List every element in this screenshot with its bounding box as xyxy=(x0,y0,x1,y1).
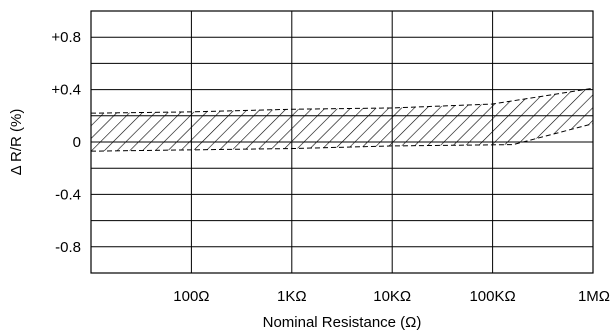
band-fill xyxy=(91,88,593,152)
y-tick-label-0: +0.8 xyxy=(51,29,81,46)
y-tick-labels: +0.8 +0.4 0 -0.4 -0.8 xyxy=(51,29,81,256)
x-tick-label-4: 1MΩ xyxy=(578,288,610,305)
band-lower-limit xyxy=(90,123,594,152)
y-tick-label-4: -0.8 xyxy=(55,239,81,256)
y-tick-label-3: -0.4 xyxy=(55,186,81,203)
x-tick-label-3: 100KΩ xyxy=(469,288,515,305)
x-tick-label-1: 1KΩ xyxy=(277,288,307,305)
band-upper-limit xyxy=(90,87,594,114)
tolerance-band xyxy=(90,87,594,152)
plot-frame xyxy=(90,10,594,274)
y-tick-label-1: +0.4 xyxy=(51,82,81,99)
x-tick-label-0: 100Ω xyxy=(173,288,209,305)
y-axis-title: Δ R/R (%) xyxy=(8,109,25,176)
x-axis-title: Nominal Resistance (Ω) xyxy=(263,314,422,331)
y-tick-label-2: 0 xyxy=(73,134,81,151)
x-tick-labels: 100Ω 1KΩ 10KΩ 100KΩ 1MΩ xyxy=(173,288,610,305)
x-tick-label-2: 10KΩ xyxy=(373,288,411,305)
